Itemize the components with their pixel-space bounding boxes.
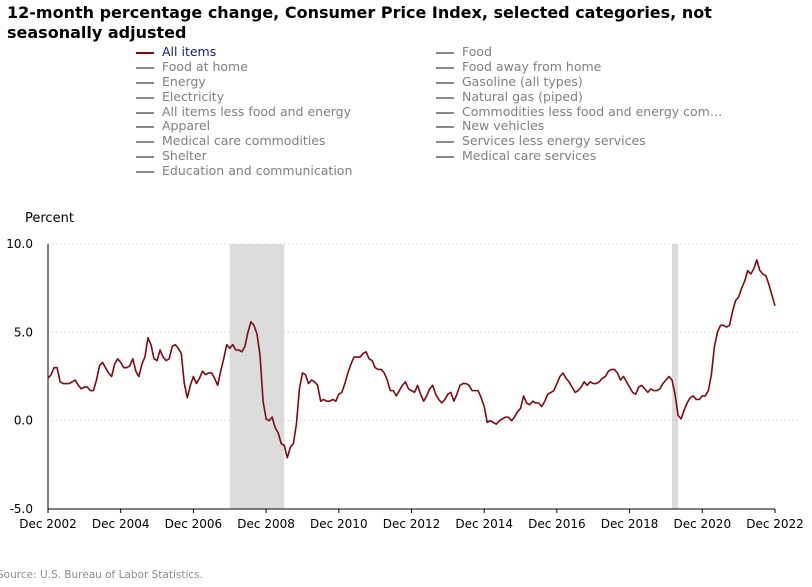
legend-label: Services less energy services — [462, 133, 646, 149]
legend-label: Natural gas (piped) — [462, 88, 583, 104]
legend-swatch — [136, 171, 154, 174]
gridlines — [48, 243, 800, 422]
legend-swatch — [436, 156, 454, 159]
legend-item-electricity[interactable]: Electricity — [136, 88, 426, 105]
legend-item-natural-gas-piped[interactable]: Natural gas (piped) — [436, 88, 726, 105]
legend-swatch — [136, 111, 154, 114]
y-tick-label: 10.0 — [6, 237, 33, 251]
recession-band-2 — [672, 244, 679, 509]
x-tick-label: Dec 2020 — [674, 517, 732, 531]
legend-item-education-and-communication[interactable]: Education and communication — [136, 163, 426, 179]
legend-swatch — [136, 126, 154, 129]
x-tick-label: Dec 2004 — [92, 517, 150, 531]
legend-item-new-vehicles[interactable]: New vehicles — [436, 119, 726, 134]
legend-swatch — [436, 66, 454, 69]
legend-label: Education and communication — [162, 163, 353, 179]
x-tick-label: Dec 2008 — [237, 517, 295, 531]
legend-label: Commodities less food and energy com… — [462, 103, 723, 119]
x-tick-label: Dec 2014 — [455, 517, 513, 531]
legend-label: Food at home — [162, 58, 248, 74]
y-tick-label: 5.0 — [14, 325, 33, 339]
legend-column-right: Food Food away from home Gasoline (all typ… — [436, 44, 726, 164]
legend-swatch — [136, 96, 154, 99]
legend-label: Apparel — [162, 118, 211, 134]
recession-band-1 — [229, 244, 285, 509]
legend-swatch — [136, 52, 154, 54]
axes — [47, 244, 775, 510]
legend-item-medical-care-commodities[interactable]: Medical care commodities — [136, 133, 426, 149]
y-axis-label: Percent — [25, 211, 74, 226]
x-tick-label: Dec 2010 — [310, 517, 368, 531]
legend-swatch — [436, 141, 454, 144]
legend-swatch — [136, 81, 154, 84]
legend-label: Gasoline (all types) — [462, 73, 583, 89]
legend-label: Food — [462, 44, 492, 59]
y-tick-label: 0.0 — [14, 414, 33, 428]
legend-swatch — [136, 156, 154, 159]
chart-title: 12-month percentage change, Consumer Pri… — [7, 3, 712, 42]
legend-item-gasoline-all-types[interactable]: Gasoline (all types) — [436, 73, 726, 90]
legend-label: Energy — [162, 73, 206, 89]
legend-item-medical-care-services[interactable]: Medical care services — [436, 148, 726, 164]
x-tick-label: Dec 2006 — [165, 517, 223, 531]
legend-swatch — [136, 141, 154, 144]
y-tick-labels: 10.0 5.0 0.0 -5.0 — [6, 237, 33, 516]
legend-item-commodities-less-food-and-energy-com[interactable]: Commodities less food and energy com… — [436, 103, 726, 120]
source-note: Source: U.S. Bureau of Labor Statistics. — [0, 569, 203, 581]
legend-item-services-less-energy-services[interactable]: Services less energy services — [436, 133, 726, 149]
legend-label: New vehicles — [462, 118, 545, 134]
legend-item-all-items-less-food-and-energy[interactable]: All items less food and energy — [136, 103, 426, 120]
x-tick-labels: Dec 2002 Dec 2004 Dec 2006 Dec 2008 Dec 2010… — [19, 509, 804, 531]
legend-item-all-items[interactable]: All items — [136, 44, 426, 60]
x-tick-label: Dec 2016 — [528, 517, 586, 531]
legend-swatch — [436, 126, 454, 129]
legend-item-shelter[interactable]: Shelter — [136, 148, 426, 164]
legend-label: Electricity — [162, 88, 225, 104]
legend-label: All items — [162, 44, 217, 59]
legend-label: Food away from home — [462, 58, 602, 74]
legend-swatch — [436, 111, 454, 114]
legend-swatch — [136, 66, 154, 69]
x-tick-label: Dec 2022 — [746, 517, 804, 531]
x-tick-label: Dec 2012 — [383, 517, 441, 531]
recession-shading — [229, 244, 679, 509]
x-tick-label: Dec 2018 — [601, 517, 659, 531]
legend-swatch — [436, 81, 454, 84]
legend-item-apparel[interactable]: Apparel — [136, 119, 426, 134]
legend-label: Medical care services — [462, 148, 597, 164]
legend-item-food-away-from-home[interactable]: Food away from home — [436, 58, 726, 75]
legend-label: All items less food and energy — [162, 103, 352, 119]
legend-item-food[interactable]: Food — [436, 44, 726, 60]
legend-label: Shelter — [162, 148, 207, 164]
series-line-all-items[interactable] — [47, 259, 776, 459]
legend-swatch — [436, 96, 454, 99]
legend-item-food-at-home[interactable]: Food at home — [136, 58, 426, 75]
legend-swatch — [436, 52, 454, 54]
legend-column-left: All items Food at home Energy Electricity Al… — [136, 44, 426, 179]
series-layer — [47, 259, 776, 459]
x-tick-label: Dec 2002 — [19, 517, 77, 531]
legend-label: Medical care commodities — [162, 133, 326, 149]
legend-item-energy[interactable]: Energy — [136, 73, 426, 90]
y-tick-label: -5.0 — [10, 502, 33, 516]
